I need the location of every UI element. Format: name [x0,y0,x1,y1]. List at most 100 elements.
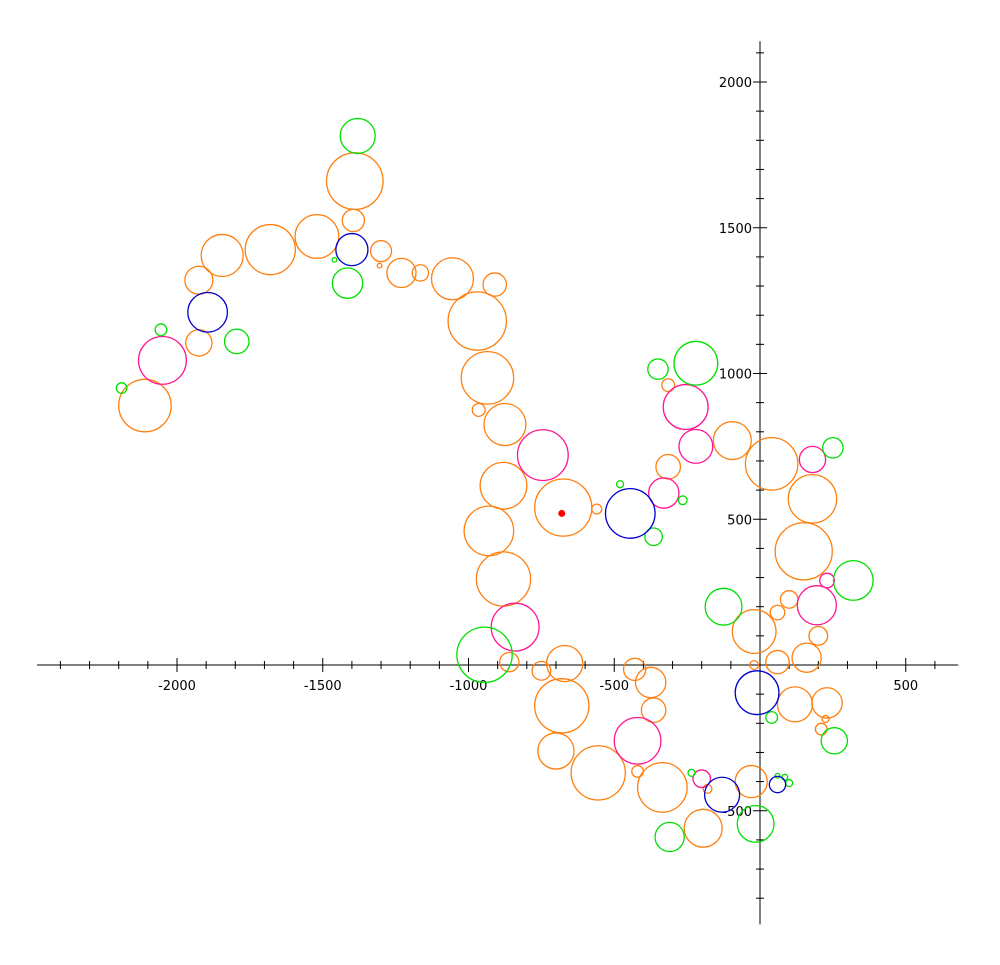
orange-circle [369,239,393,263]
orange-circle [636,762,688,813]
orange-circle [640,697,667,724]
green-circle [154,323,168,337]
orange-circle [744,436,799,491]
orange-circle [471,402,486,418]
y-tick-label: 1000 [719,368,752,383]
orange-circle [184,265,214,295]
blue-circle [768,775,787,794]
orange-circle [661,378,676,393]
orange-circle [118,378,172,433]
orange-circle [776,686,814,723]
blue-circle [734,670,780,716]
green-circle [644,527,663,547]
circles-layer [115,117,874,853]
x-tick-label: -1000 [450,679,488,694]
blue-circle [604,487,656,539]
green-circle [456,626,513,684]
orange-circle [531,660,552,681]
orange-circle [483,402,527,447]
orange-circle [386,257,417,289]
magenta-circle [678,428,714,464]
orange-circle [808,625,829,646]
green-circle [223,328,250,355]
orange-circle [463,505,515,557]
orange-circle [482,272,508,297]
green-circle [822,436,844,459]
magenta-circle [516,429,569,482]
magenta-circle [798,445,827,474]
orange-circle [537,732,575,770]
y-tick-label: 2000 [719,76,752,91]
orange-circle [244,223,296,276]
axes: -2000 -1500 -1000 -500 500-50050010001500200… [37,41,959,925]
green-circle [832,559,874,601]
green-circle [687,768,696,778]
orange-circle [774,522,833,581]
green-circle [765,710,779,724]
orange-circle [655,453,682,480]
orange-circle [591,503,603,515]
green-circle [647,358,669,380]
orange-circle [570,745,626,801]
orange-circle [779,590,799,609]
magenta-circle [796,585,838,626]
y-tick-label: 500 [727,513,752,528]
orange-circle [622,657,647,682]
blue-circle [335,232,369,267]
magenta-circle [647,477,680,509]
orange-circle [200,233,244,278]
orange-circle [545,644,584,683]
orange-circle [731,608,777,654]
x-tick-label: 500 [893,679,918,694]
green-circle [774,772,781,779]
orange-circle [499,651,520,673]
orange-circle [479,461,528,510]
green-circle [736,804,775,843]
orange-circle [712,420,752,461]
x-tick-label: -500 [599,679,629,694]
orange-circle [185,329,213,357]
magenta-circle [692,769,712,789]
orange-circle [430,257,475,301]
green-circle [673,340,719,386]
magenta-circle [613,716,662,765]
green-circle [331,256,338,263]
green-circle [339,117,376,155]
orange-circle [534,478,593,537]
x-tick-label: -1500 [304,679,342,694]
orange-circle [749,659,760,671]
orange-circle [683,808,723,848]
blue-circle [187,291,229,333]
green-circle [331,267,364,299]
orange-circle [447,291,508,351]
orange-circle [294,213,340,260]
x-tick-label: -2000 [158,679,196,694]
orange-circle [811,687,843,719]
green-circle [654,821,685,853]
orange-circle [631,764,645,778]
orange-circle [475,551,532,607]
orange-circle [765,649,790,675]
green-circle [781,773,789,781]
green-circle [677,495,688,506]
orange-circle [376,262,383,269]
orange-circle [460,350,515,405]
orange-circle [411,264,430,282]
orange-circle [769,604,786,621]
magenta-circle [137,335,187,385]
orange-circle [325,152,384,211]
green-circle [820,727,849,755]
orange-circle [787,474,838,524]
green-circle [785,778,794,788]
magenta-circle [819,572,835,589]
y-tick-label: 1500 [719,222,752,237]
orange-circle [534,678,590,734]
marker-layer [558,509,566,517]
magenta-circle [490,602,540,652]
green-circle [615,480,625,489]
orange-circle [814,722,828,736]
blue-circle [703,776,741,813]
green-circle [704,587,743,626]
center-marker-point [558,509,566,517]
